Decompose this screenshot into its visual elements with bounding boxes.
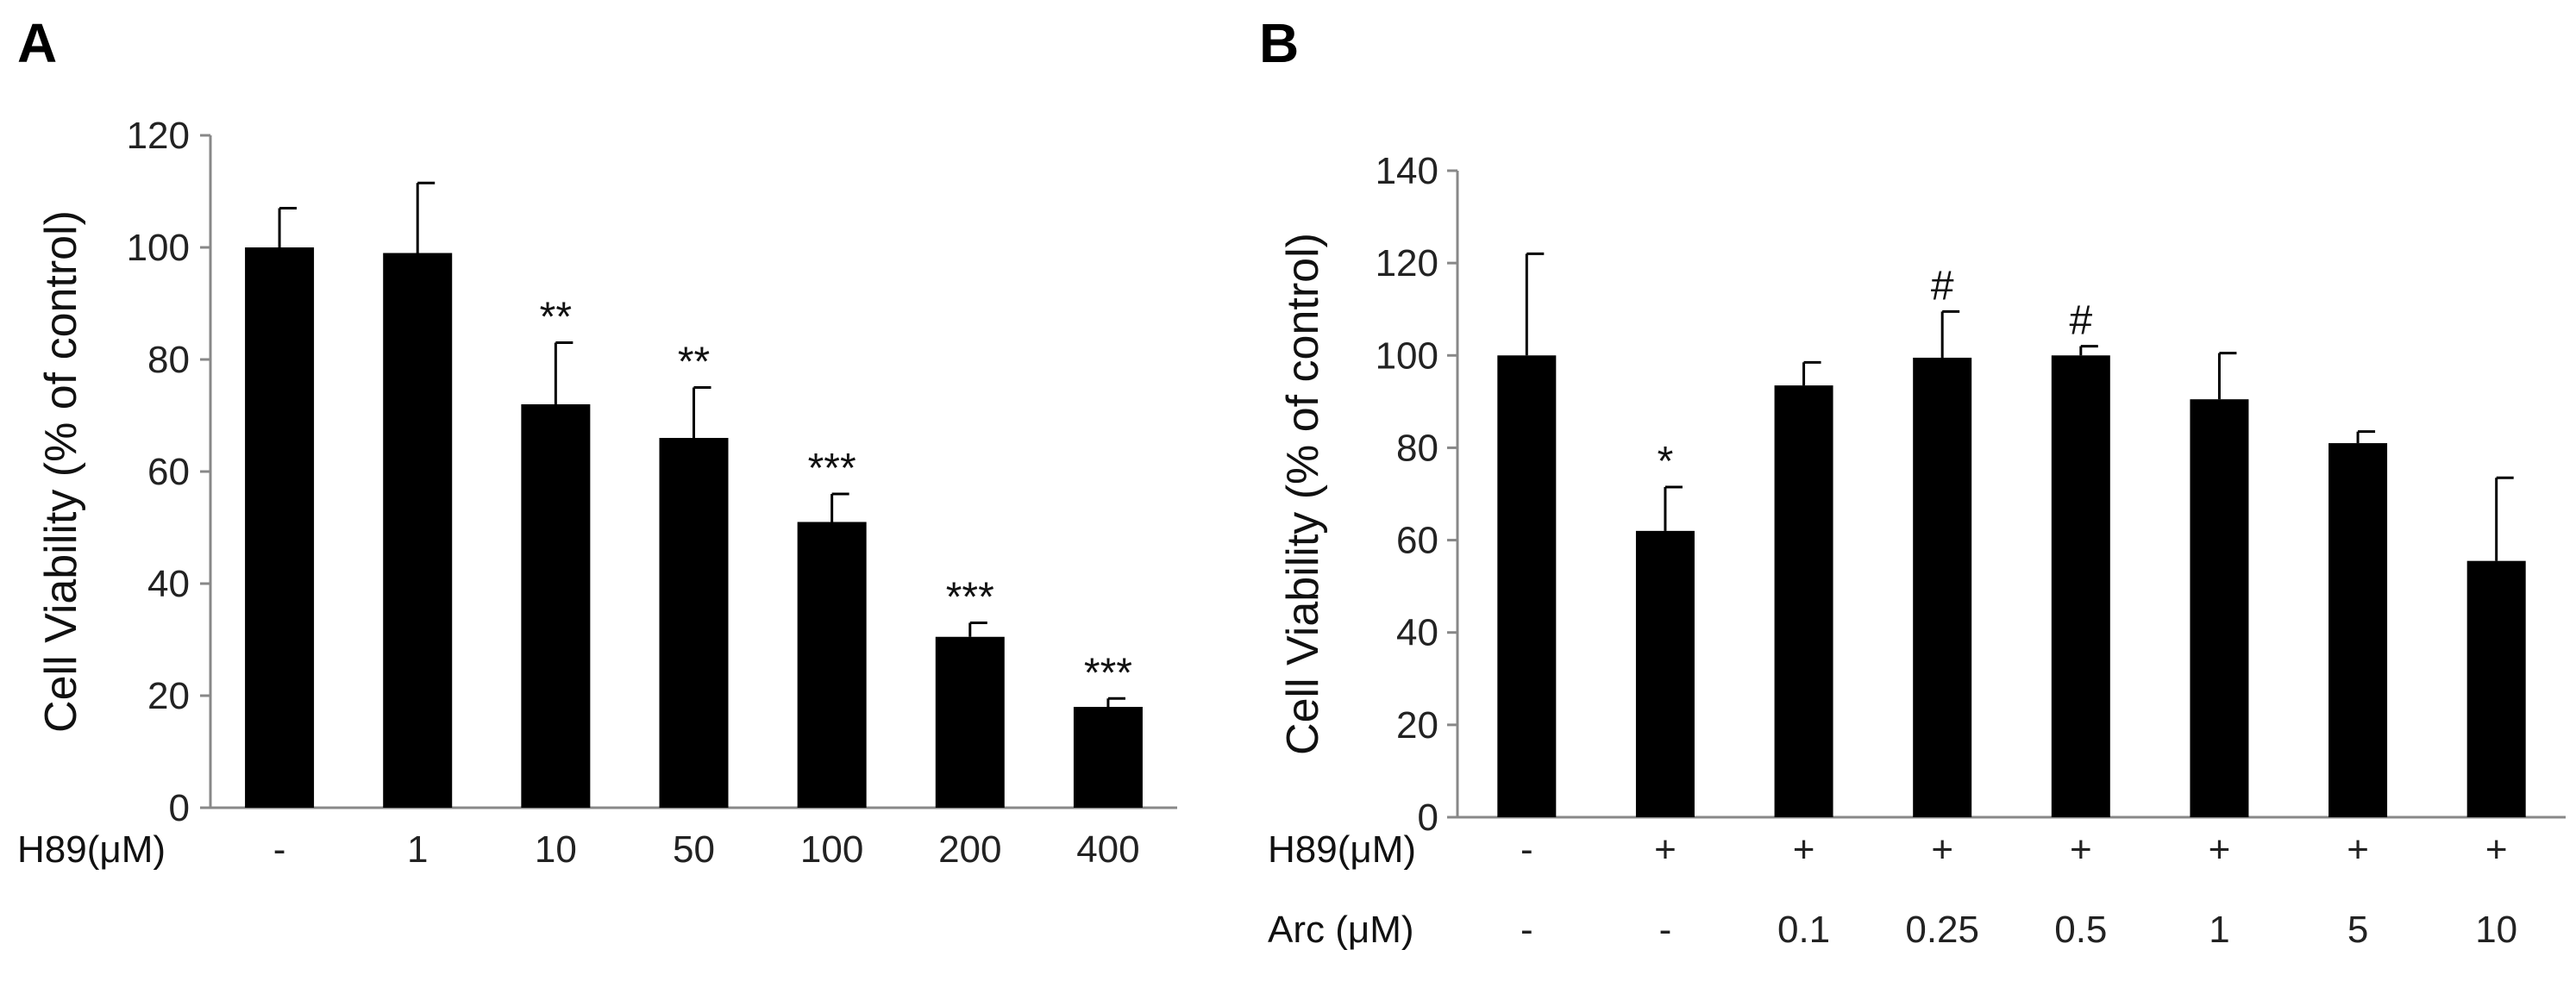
x-tick-label: 0.5 [2054, 909, 2107, 951]
y-tick-label: 80 [1396, 427, 1438, 469]
x-tick-label: 0.25 [1905, 909, 1979, 951]
x-tick-label: 0.1 [1777, 909, 1830, 951]
y-tick-label: 20 [147, 675, 190, 717]
bar [935, 636, 1005, 808]
x-tick-label: 5 [2347, 909, 2368, 951]
bar [2190, 399, 2249, 817]
panel-a-letter: A [17, 12, 57, 74]
y-tick-label: 100 [127, 227, 190, 269]
y-tick-label: 80 [147, 339, 190, 381]
x-row-label: H89(μM) [1268, 828, 1416, 871]
x-tick-label: 10 [535, 828, 577, 871]
y-tick-label: 120 [1376, 242, 1438, 284]
x-tick-label: + [2070, 828, 2092, 871]
y-tick-label: 100 [1376, 334, 1438, 377]
significance-label: # [2069, 298, 2092, 344]
x-tick-label: + [1931, 828, 1953, 871]
x-tick-label: + [1793, 828, 1815, 871]
chart-panel-a: 0 20 40 60 80 100 120 Cell Viability (% of cont… [17, 115, 1177, 871]
bar [1497, 355, 1557, 817]
x-tick-label: 100 [800, 828, 863, 871]
x-tick-label: 1 [2209, 909, 2229, 951]
bar [1073, 707, 1143, 808]
significance-label: * [1658, 439, 1674, 484]
bar [2051, 355, 2110, 817]
bar [659, 438, 729, 808]
significance-label: ** [678, 340, 710, 385]
x-tick-label: 400 [1076, 828, 1139, 871]
y-tick-label: 0 [169, 787, 190, 829]
x-tick-label: + [2209, 828, 2231, 871]
significance-label: # [1931, 263, 1954, 309]
bar [797, 522, 867, 808]
significance-label: *** [1084, 650, 1132, 696]
x-row-label: H89(μM) [17, 828, 166, 871]
y-tick-label: 20 [1396, 704, 1438, 747]
chart-panel-b: 0 20 40 60 80 100 120 140 Cell Viability (% of c… [1268, 150, 2566, 951]
x-tick-label: - [273, 828, 286, 871]
y-tick-label: 0 [1418, 797, 1438, 839]
significance-label: *** [808, 446, 856, 491]
bar [1635, 530, 1695, 817]
x-tick-label: 200 [938, 828, 1001, 871]
y-axis-label: Cell Viability (% of control) [1278, 233, 1328, 755]
y-tick-label: 40 [147, 563, 190, 605]
bar [2328, 443, 2388, 817]
bar [1913, 357, 1972, 817]
panel-b-letter: B [1259, 12, 1299, 74]
significance-label: *** [946, 575, 994, 621]
x-tick-label: + [2347, 828, 2369, 871]
bar [2466, 560, 2526, 817]
significance-label: ** [540, 295, 572, 341]
x-row-label: Arc (μM) [1268, 909, 1414, 951]
bar [521, 404, 591, 808]
y-tick-label: 40 [1396, 612, 1438, 654]
bar [245, 247, 315, 808]
x-tick-label: 50 [673, 828, 715, 871]
y-axis-label: Cell Viability (% of control) [36, 210, 86, 733]
x-tick-label: 10 [2475, 909, 2517, 951]
bar [383, 253, 453, 808]
x-tick-label: - [1659, 909, 1672, 951]
y-tick-label: 60 [147, 451, 190, 493]
x-tick-label: - [1520, 909, 1533, 951]
x-tick-label: + [2485, 828, 2508, 871]
x-tick-label: - [1520, 828, 1533, 871]
y-tick-label: 140 [1376, 150, 1438, 192]
y-tick-label: 120 [127, 115, 190, 157]
x-tick-label: + [1654, 828, 1677, 871]
x-tick-label: 1 [407, 828, 428, 871]
y-tick-label: 60 [1396, 520, 1438, 562]
bar [1774, 385, 1833, 817]
